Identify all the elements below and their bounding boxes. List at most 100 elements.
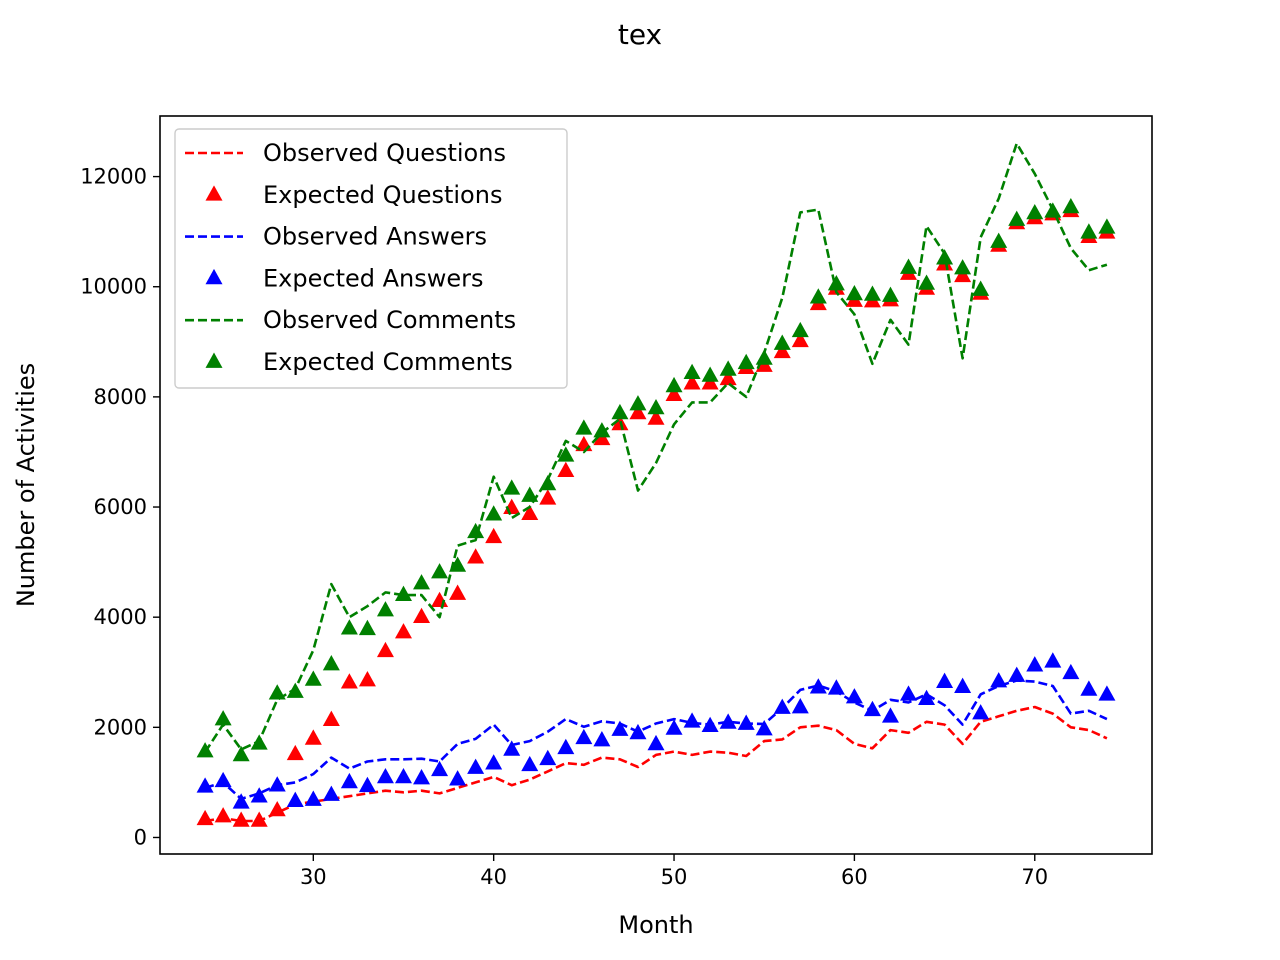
data-point	[936, 249, 954, 265]
data-point	[611, 403, 629, 420]
data-point	[954, 677, 972, 693]
data-point	[376, 767, 394, 784]
data-point	[449, 584, 467, 600]
data-point	[647, 409, 665, 425]
data-point	[232, 793, 250, 809]
data-point	[503, 479, 521, 495]
data-point	[827, 679, 845, 695]
data-point	[413, 607, 431, 623]
data-point	[557, 738, 575, 755]
data-point	[881, 286, 899, 302]
data-point	[196, 742, 214, 758]
x-axis-label: Month	[618, 911, 693, 939]
data-point	[665, 719, 683, 735]
data-point	[972, 704, 990, 720]
data-point	[918, 274, 936, 290]
data-point	[845, 688, 863, 704]
legend-box	[174, 128, 568, 389]
series-line-observed-answers	[204, 679, 1108, 801]
data-point	[431, 563, 449, 579]
legend-label: Observed Questions	[263, 139, 506, 167]
data-point	[322, 710, 340, 726]
data-point	[214, 771, 232, 788]
data-point	[539, 489, 557, 505]
data-point	[1008, 210, 1026, 226]
data-point	[791, 331, 809, 348]
series-markers-expected-answers	[196, 652, 1116, 809]
data-point	[863, 285, 881, 301]
data-point	[503, 740, 521, 756]
data-point	[467, 758, 485, 774]
data-point	[1080, 680, 1098, 696]
data-point	[286, 682, 304, 698]
data-point	[1026, 656, 1044, 672]
data-point	[701, 716, 719, 733]
data-point	[737, 714, 755, 730]
data-point	[232, 745, 250, 762]
data-point	[503, 498, 521, 514]
data-point	[250, 734, 268, 750]
data-point	[557, 461, 575, 478]
data-point	[539, 749, 557, 766]
y-tick-label: 8000	[94, 385, 147, 409]
data-point	[719, 360, 737, 376]
data-point	[755, 720, 773, 736]
data-point	[791, 698, 809, 714]
data-point	[467, 522, 485, 539]
data-point	[990, 672, 1008, 688]
data-point	[647, 734, 665, 751]
data-point	[268, 801, 286, 817]
legend-swatch-expected-answers	[205, 268, 223, 285]
legend-swatch-expected-comments	[205, 352, 223, 368]
data-point	[286, 791, 304, 807]
data-point	[304, 670, 322, 686]
data-point	[845, 284, 863, 301]
data-point	[629, 723, 647, 740]
legend: Observed Questions Expected Questions Obse…	[174, 128, 568, 389]
data-point	[954, 259, 972, 275]
data-point	[575, 728, 593, 745]
x-tick-label: 30	[300, 865, 327, 889]
data-point	[593, 422, 611, 438]
data-point	[340, 772, 358, 789]
data-point	[593, 429, 611, 446]
data-point	[1098, 218, 1116, 234]
y-axis-label: Number of Activities	[12, 363, 40, 607]
data-point	[972, 280, 990, 296]
data-point	[611, 720, 629, 736]
data-point	[575, 419, 593, 435]
series-line-observed-questions	[204, 705, 1108, 823]
y-tick-label: 4000	[94, 605, 147, 629]
data-point	[773, 698, 791, 714]
data-point	[809, 678, 827, 694]
data-point	[394, 767, 412, 784]
y-tick-label: 12000	[80, 165, 147, 189]
y-axis: 0 2000 4000 6000 8000 10000 12000	[80, 165, 160, 849]
data-point	[1044, 202, 1062, 218]
data-point	[340, 619, 358, 635]
data-point	[791, 321, 809, 338]
data-point	[304, 790, 322, 806]
data-point	[521, 504, 539, 521]
data-point	[701, 366, 719, 382]
data-point	[358, 776, 376, 793]
data-point	[304, 729, 322, 745]
data-point	[196, 777, 214, 793]
data-point	[701, 374, 719, 390]
data-point	[250, 811, 268, 827]
data-point	[394, 585, 412, 601]
data-point	[755, 349, 773, 365]
data-point	[881, 707, 899, 723]
data-point	[214, 807, 232, 823]
data-point	[358, 671, 376, 687]
data-point	[250, 787, 268, 803]
data-point	[665, 376, 683, 393]
x-axis: 30 40 50 60 70	[300, 854, 1048, 889]
data-point	[413, 574, 431, 590]
data-point	[539, 474, 557, 491]
data-point	[358, 619, 376, 636]
data-point	[683, 374, 701, 390]
data-point	[214, 710, 232, 726]
data-point	[232, 811, 250, 827]
